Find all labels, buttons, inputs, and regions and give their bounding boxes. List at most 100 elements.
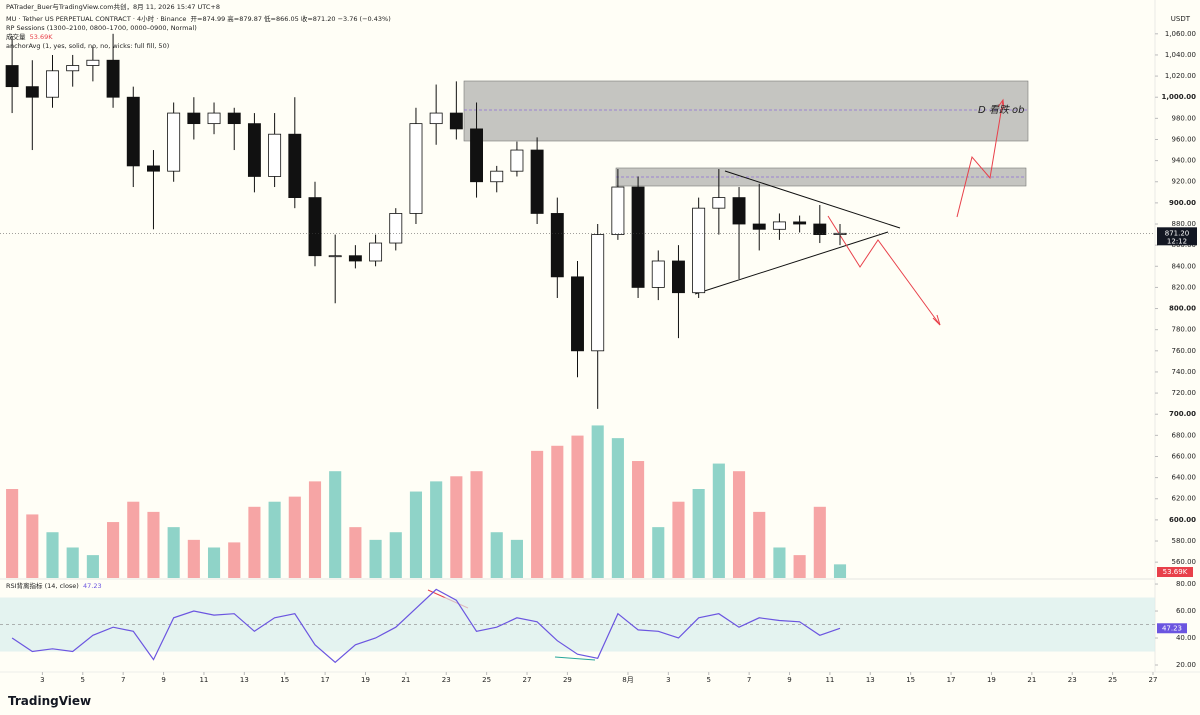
x-tick-label: 8月 xyxy=(622,676,633,684)
candle-body xyxy=(288,133,302,198)
candle-body xyxy=(772,221,786,230)
volume-bar xyxy=(813,506,826,578)
x-tick-label: 25 xyxy=(1108,676,1117,684)
volume-bar xyxy=(6,489,19,578)
y-tick-label: 1,060.00 xyxy=(1165,30,1196,38)
candle-body xyxy=(308,197,322,257)
x-tick-label: 9 xyxy=(787,676,791,684)
x-tick-label: 27 xyxy=(523,676,532,684)
y-tick-label: 1,020.00 xyxy=(1165,72,1196,80)
y-tick-label: 1,040.00 xyxy=(1165,51,1196,59)
symbol-line: MU · Tether US PERPETUAL CONTRACT · 4小时 … xyxy=(6,15,391,23)
volume-bar xyxy=(248,506,261,578)
rsi-header: RSI背离指标 (14, close) 47.23 xyxy=(6,582,102,590)
y-tick-label: 700.00 xyxy=(1169,410,1196,418)
candle-body xyxy=(25,86,39,98)
x-tick-label: 3 xyxy=(40,676,44,684)
x-tick-label: 25 xyxy=(482,676,491,684)
volume-bar xyxy=(207,547,221,578)
candle-body xyxy=(348,255,362,262)
rsi-line xyxy=(11,588,841,664)
x-tick-label: 13 xyxy=(240,676,249,684)
candle-body xyxy=(611,186,625,235)
candle-body xyxy=(490,170,504,183)
x-tick-label: 7 xyxy=(747,676,751,684)
volume-bar xyxy=(329,471,342,578)
bearish-ob-zone xyxy=(463,80,1029,142)
volume-bar xyxy=(571,435,584,578)
candle-body xyxy=(651,260,665,288)
candle-body xyxy=(147,165,160,172)
x-tick-label: 15 xyxy=(280,676,289,684)
x-tick-label: 27 xyxy=(1149,676,1158,684)
y-tick-label: 820.00 xyxy=(1172,283,1197,291)
candle-body xyxy=(510,149,524,172)
triangle-lower xyxy=(694,231,889,295)
candle-body xyxy=(328,255,342,258)
candle-body xyxy=(591,234,605,352)
currency-label: USDT xyxy=(1171,15,1191,23)
sessions-indicator: RP Sessions (1300–2100, 0800–1700, 0000–… xyxy=(6,24,197,32)
candle-body xyxy=(187,112,201,125)
candle-body xyxy=(571,276,584,352)
candle-body xyxy=(66,65,80,72)
volume-bar xyxy=(86,555,99,578)
x-tick-label: 3 xyxy=(666,676,670,684)
y-tick-label: 80.00 xyxy=(1176,580,1196,588)
volume-bar xyxy=(228,542,241,578)
y-tick-label: 620.00 xyxy=(1172,495,1197,503)
x-tick-label: 23 xyxy=(1068,676,1077,684)
volume-bar xyxy=(46,532,59,578)
candle-body xyxy=(530,149,544,214)
y-tick-label: 680.00 xyxy=(1172,431,1197,439)
volume-bar xyxy=(652,527,665,578)
arrow-head xyxy=(997,98,1005,110)
volume-bar xyxy=(409,491,423,578)
y-tick-label: 740.00 xyxy=(1172,368,1197,376)
anchor-indicator: anchorAvg (1, yes, solid, no, no, wicks:… xyxy=(6,42,170,50)
y-tick-label: 720.00 xyxy=(1172,389,1197,397)
volume-bar xyxy=(672,501,685,578)
volume-bar xyxy=(288,496,301,578)
candle-body xyxy=(126,96,140,167)
y-tick-label: 640.00 xyxy=(1172,474,1197,482)
candle-body xyxy=(247,123,261,177)
arrow-head xyxy=(932,314,941,326)
x-tick-label: 7 xyxy=(121,676,125,684)
x-tick-label: 15 xyxy=(906,676,915,684)
x-tick-label: 11 xyxy=(199,676,208,684)
volume-bar xyxy=(510,539,523,578)
candle-body xyxy=(46,70,59,98)
last-price-label: 871.20 xyxy=(1165,229,1190,237)
volume-bar xyxy=(732,471,746,578)
volume-bar xyxy=(712,463,725,578)
candle-body xyxy=(86,59,100,66)
volume-bar xyxy=(753,511,766,578)
volume-indicator: 成交量 53.69K xyxy=(6,33,53,41)
x-tick-label: 11 xyxy=(825,676,834,684)
volume-bar xyxy=(308,481,322,578)
volume-bar xyxy=(349,527,362,578)
candle-body xyxy=(672,260,685,294)
volume-bar xyxy=(268,501,281,578)
candle-body xyxy=(5,65,19,88)
volume-bar xyxy=(793,555,806,578)
volume-bar xyxy=(490,532,503,578)
candle-body xyxy=(692,207,706,294)
rsi-title: RSI背离指标 (14, close) xyxy=(6,582,79,590)
y-tick-label: 60.00 xyxy=(1176,607,1196,615)
zone-label: D 看跌 ob xyxy=(978,104,1025,116)
volume-bar xyxy=(147,511,160,578)
x-tick-label: 5 xyxy=(81,676,85,684)
candle-body xyxy=(429,112,443,125)
candle-body xyxy=(167,112,181,172)
y-tick-label: 560.00 xyxy=(1172,558,1197,566)
x-tick-label: 13 xyxy=(866,676,875,684)
volume-last-label: 53.69K xyxy=(1163,568,1188,576)
candle-body xyxy=(106,59,120,98)
y-tick-label: 940.00 xyxy=(1172,157,1197,165)
y-tick-label: 760.00 xyxy=(1172,347,1197,355)
triangle-upper xyxy=(724,170,901,229)
